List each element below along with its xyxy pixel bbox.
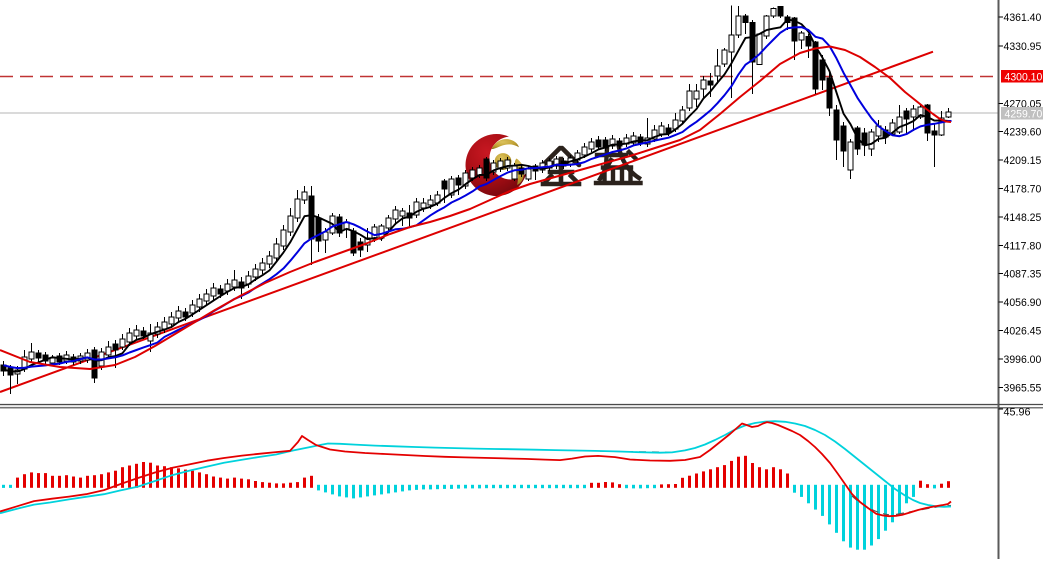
svg-text:3996.00: 3996.00	[1004, 354, 1042, 366]
svg-text:4026.45: 4026.45	[1004, 326, 1042, 338]
svg-text:4148.25: 4148.25	[1004, 212, 1042, 224]
svg-text:4300.10: 4300.10	[1005, 72, 1043, 84]
svg-text:4330.95: 4330.95	[1004, 41, 1042, 53]
svg-text:4087.35: 4087.35	[1004, 269, 1042, 281]
svg-text:4209.15: 4209.15	[1004, 155, 1042, 167]
svg-text:4056.90: 4056.90	[1004, 297, 1042, 309]
svg-text:4259.70: 4259.70	[1005, 109, 1043, 121]
svg-text:4361.40: 4361.40	[1004, 12, 1042, 24]
svg-text:45.96: 45.96	[1004, 407, 1031, 419]
svg-text:4239.60: 4239.60	[1004, 127, 1042, 139]
svg-text:3965.55: 3965.55	[1004, 383, 1042, 395]
svg-text:4117.80: 4117.80	[1004, 241, 1042, 253]
svg-text:4178.70: 4178.70	[1004, 184, 1042, 196]
